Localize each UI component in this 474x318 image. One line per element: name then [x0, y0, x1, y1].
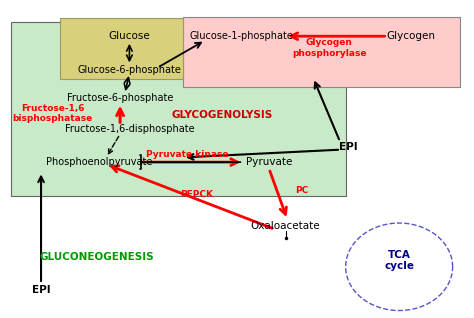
Text: Glycogen
phosphorylase: Glycogen phosphorylase — [292, 38, 366, 58]
Text: Oxaloacetate: Oxaloacetate — [250, 221, 320, 231]
Text: TCA
cycle: TCA cycle — [384, 250, 414, 271]
Text: Phosphoenolpyruvate: Phosphoenolpyruvate — [46, 157, 152, 167]
Text: Fructose-1,6
bisphosphatase: Fructose-1,6 bisphosphatase — [12, 104, 93, 123]
FancyBboxPatch shape — [183, 17, 460, 87]
Text: Pyruvate: Pyruvate — [246, 157, 292, 167]
FancyBboxPatch shape — [60, 18, 183, 79]
Text: GLYCOGENOLYSIS: GLYCOGENOLYSIS — [172, 110, 273, 120]
Text: GLUCONEOGENESIS: GLUCONEOGENESIS — [39, 252, 154, 262]
FancyBboxPatch shape — [11, 22, 346, 197]
Text: Fructose-1,6-disphosphate: Fructose-1,6-disphosphate — [64, 124, 194, 134]
Text: EPI: EPI — [32, 285, 50, 294]
Text: Glucose-1-phosphate: Glucose-1-phosphate — [189, 31, 293, 41]
Text: Glucose-6-phosphate: Glucose-6-phosphate — [77, 65, 182, 75]
Text: PEPCK: PEPCK — [180, 190, 213, 199]
Text: Pyruvate kinase: Pyruvate kinase — [146, 150, 229, 159]
Text: Glycogen: Glycogen — [386, 31, 435, 41]
Text: Fructose-6-phosphate: Fructose-6-phosphate — [67, 93, 173, 103]
Text: EPI: EPI — [338, 142, 357, 151]
Text: PC: PC — [295, 186, 308, 195]
Text: Glucose: Glucose — [109, 31, 150, 41]
